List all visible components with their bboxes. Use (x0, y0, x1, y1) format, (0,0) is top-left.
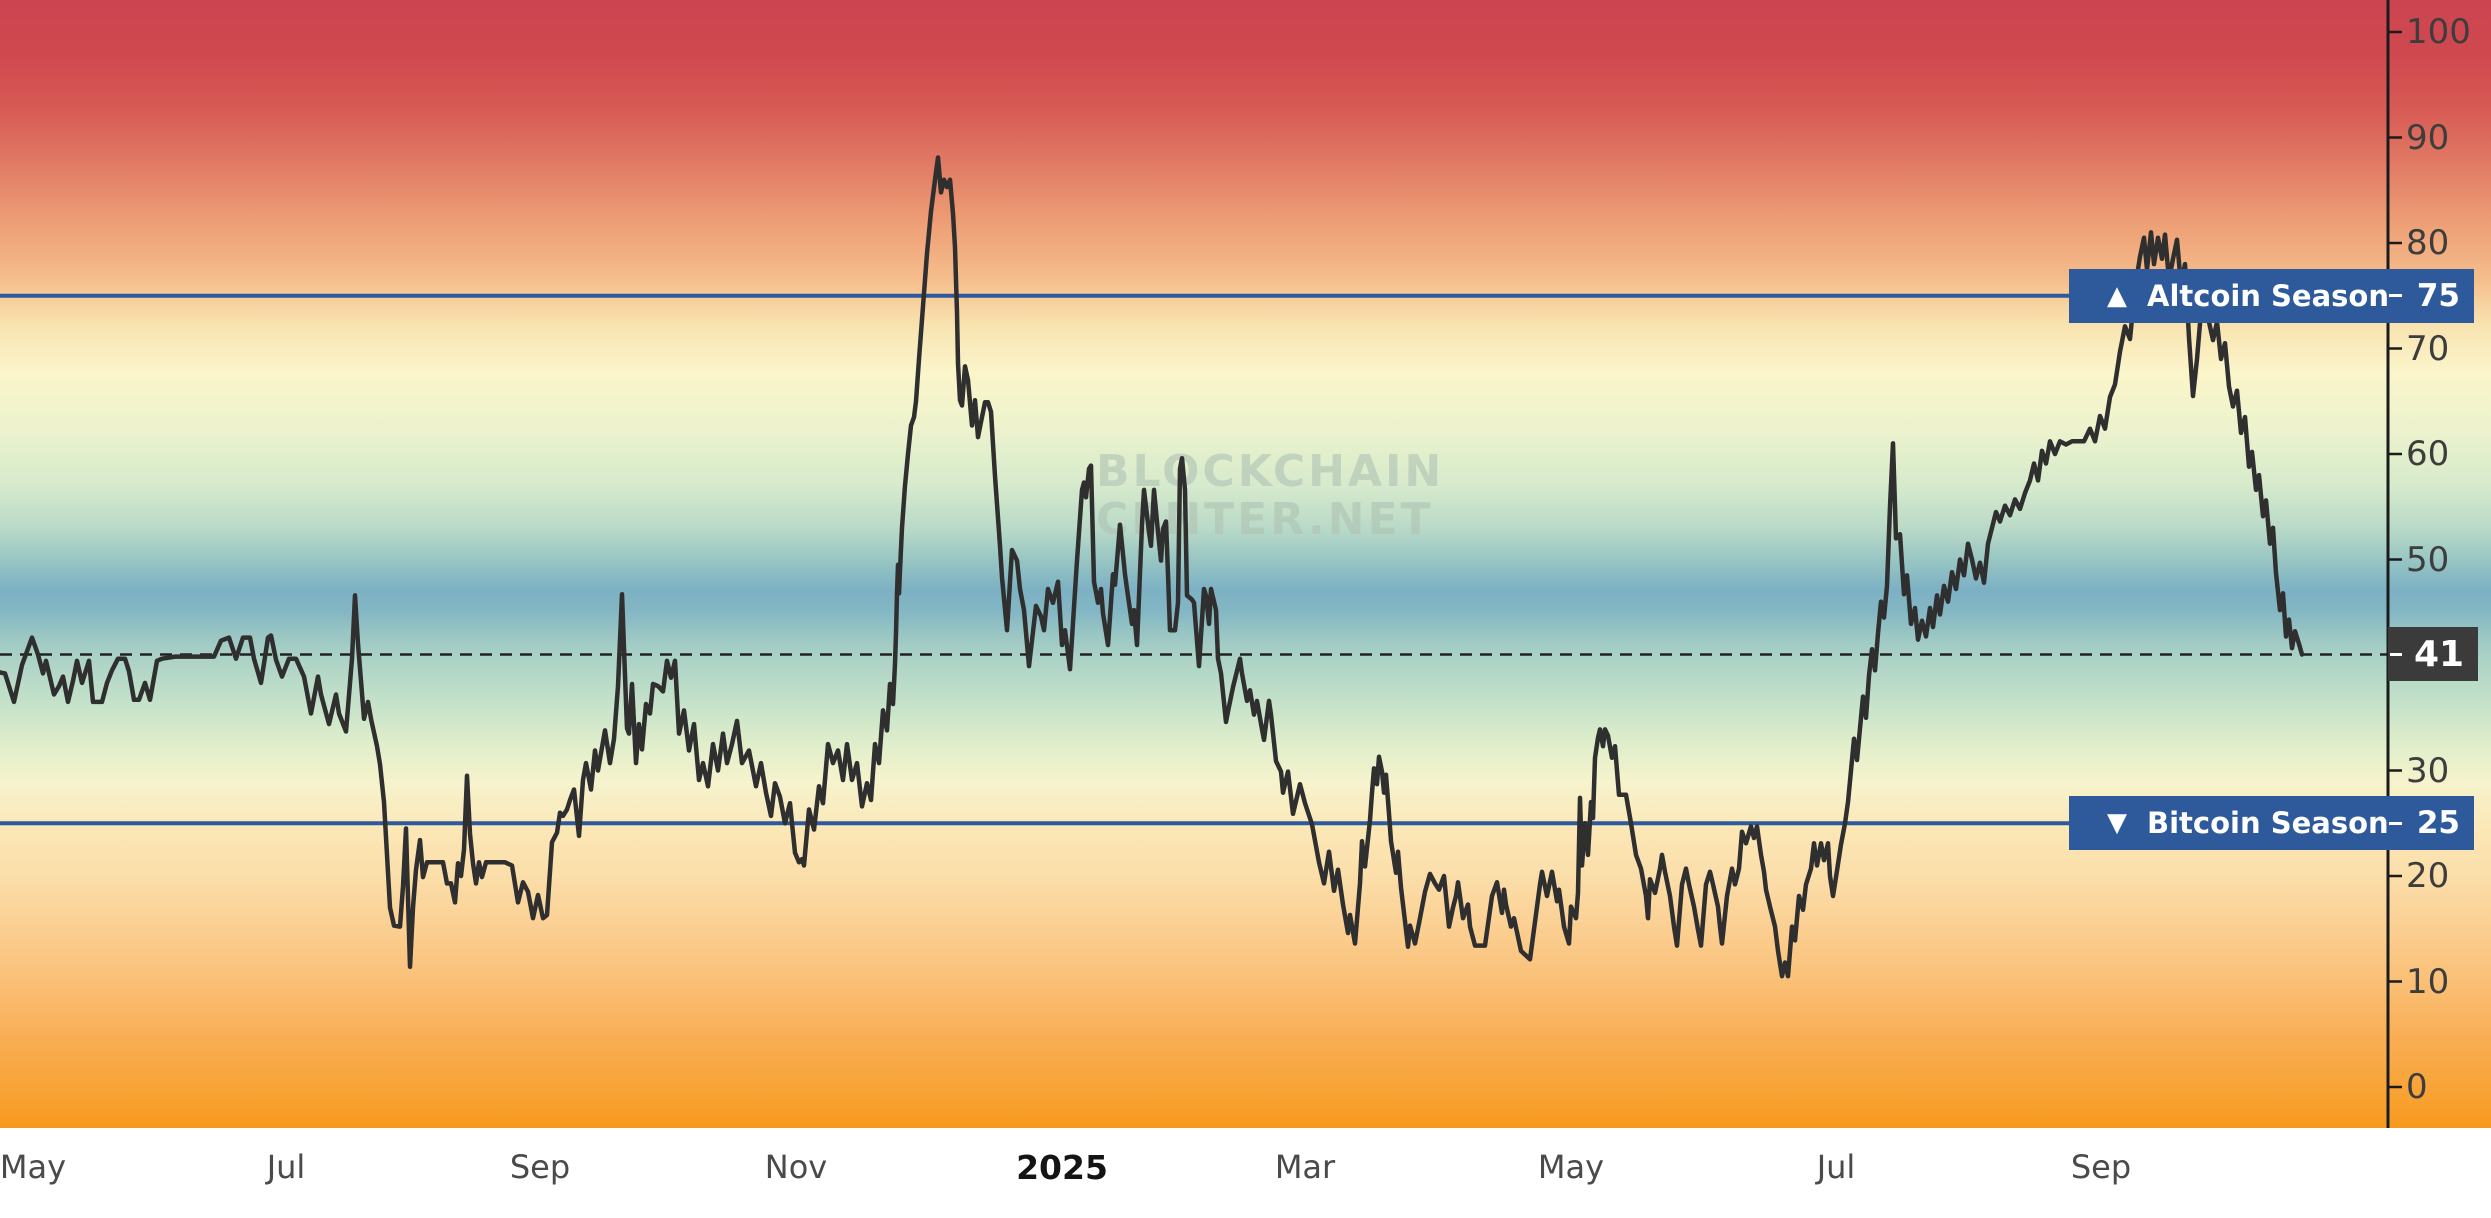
y-axis-label-0: 0 (2406, 1067, 2428, 1107)
y-axis-label-50: 50 (2406, 539, 2450, 580)
threshold-lines (0, 293, 2069, 826)
current-value-text: 41 (2414, 633, 2465, 675)
y-axis-label-90: 90 (2406, 117, 2450, 158)
plot-area (0, 0, 2491, 1128)
index-series-line (0, 155, 2305, 979)
banner-tick-dash (2389, 294, 2402, 298)
banner-label: Altcoin Season (2147, 278, 2389, 313)
x-axis-label-may: May (0, 1148, 67, 1186)
up-triangle-icon: ▲ (2107, 280, 2127, 311)
current-value-badge: 41 (2388, 627, 2478, 682)
x-axis-label-jul: Jul (266, 1148, 306, 1186)
banner-label: Bitcoin Season (2147, 806, 2389, 841)
x-axis-label-may: May (1537, 1148, 1605, 1186)
y-axis-label-60: 60 (2406, 434, 2450, 474)
y-axis-ticks (2388, 30, 2402, 1089)
badge-tick-dash (2390, 652, 2402, 656)
x-axis-label-sep: Sep (2070, 1148, 2132, 1186)
y-axis-label-70: 70 (2406, 328, 2450, 369)
x-axis-label-mar: Mar (1274, 1148, 1336, 1186)
y-axis-label-80: 80 (2406, 223, 2450, 263)
banner-tick-dash (2388, 821, 2402, 825)
down-triangle-icon: ▼ (2107, 808, 2127, 839)
banner-value: 25 (2416, 805, 2460, 842)
x-axis-label-2025: 2025 (1016, 1148, 1108, 1187)
y-axis-label-10: 10 (2406, 961, 2450, 1002)
y-axis-label-20: 20 (2406, 856, 2450, 896)
watermark-line1: BLOCKCHAIN (1096, 446, 1445, 497)
x-axis-label-jul: Jul (1816, 1148, 1856, 1186)
banner-bitcoin-season: ▼ Bitcoin Season 25 (2069, 796, 2474, 851)
y-axis-label-30: 30 (2406, 750, 2450, 791)
x-axis-strip: May Jul Sep Nov 2025 Mar May Jul Sep (0, 1128, 2491, 1218)
banner-value: 75 (2416, 277, 2460, 314)
y-axis-label-100: 100 (2406, 12, 2471, 52)
x-axis-label-sep: Sep (509, 1148, 571, 1186)
x-axis-label-nov: Nov (764, 1148, 828, 1186)
banner-altcoin-season: ▲ Altcoin Season 75 (2069, 268, 2474, 323)
